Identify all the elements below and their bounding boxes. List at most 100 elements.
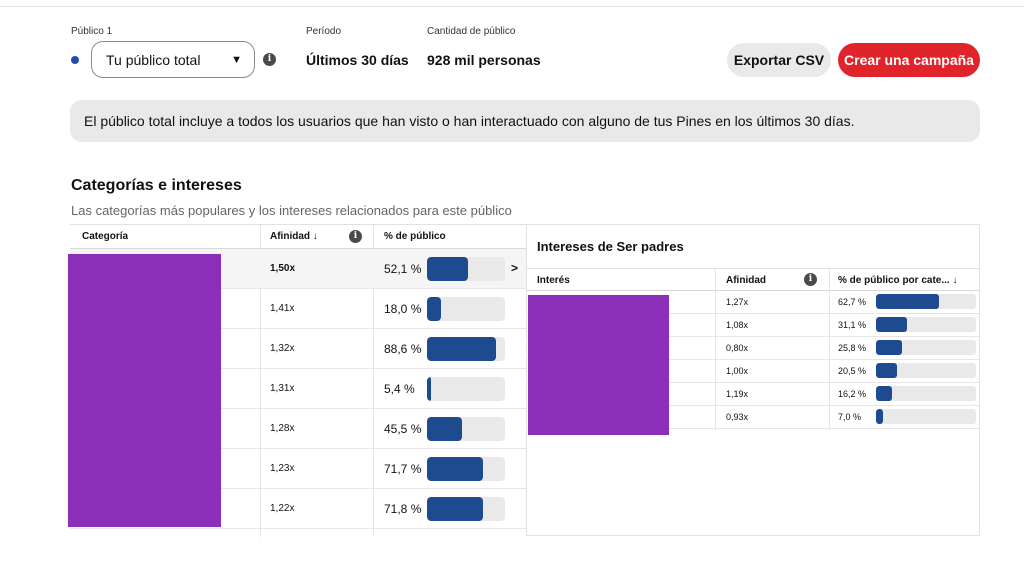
- interest-row[interactable]: 1,08x 31,1 %: [527, 314, 979, 337]
- percent-bar: [427, 257, 505, 281]
- percent-bar-fill: [427, 377, 431, 401]
- affinity-value: 1,08x: [726, 320, 749, 330]
- interests-panel: Intereses de Ser padres Interés Afinidad…: [526, 224, 980, 536]
- info-icon[interactable]: i: [349, 230, 362, 243]
- percent-bar: [876, 409, 976, 424]
- create-campaign-button[interactable]: Crear una campaña: [838, 43, 980, 77]
- categories-table-header: Categoría Afinidad ↓ i % de público: [70, 225, 526, 249]
- audience-color-dot: [71, 56, 79, 64]
- category-row[interactable]: 1,28x 45,5 %: [70, 409, 526, 449]
- affinity-column-header[interactable]: Afinidad: [726, 275, 766, 286]
- percent-bar-fill: [427, 457, 483, 481]
- affinity-value: 1,27x: [726, 297, 749, 307]
- audience-size-label: Cantidad de público: [427, 26, 516, 37]
- percent-bar-fill: [876, 409, 883, 424]
- chevron-right-icon[interactable]: >: [511, 261, 519, 275]
- affinity-value: 1,19x: [726, 389, 749, 399]
- percent-value: 71,8 %: [384, 501, 422, 516]
- category-row[interactable]: 1,23x 71,7 %: [70, 449, 526, 489]
- affinity-value: 1,23x: [270, 463, 295, 474]
- percent-bar-fill: [427, 337, 496, 361]
- info-icon[interactable]: i: [263, 53, 276, 66]
- percent-value: 31,1 %: [838, 319, 867, 330]
- percent-bar: [427, 457, 505, 481]
- column-divider: [829, 268, 830, 430]
- percent-value: 25,8 %: [838, 342, 867, 353]
- affinity-value: 1,32x: [270, 343, 295, 354]
- percent-value: 45,5 %: [384, 421, 422, 436]
- affinity-value: 1,22x: [270, 503, 295, 514]
- percent-value: 16,2 %: [838, 388, 867, 399]
- interest-row[interactable]: 1,27x 62,7 %: [527, 291, 979, 314]
- audience-select[interactable]: Tu público total ▼: [91, 41, 255, 78]
- section-title: Categorías e intereses: [71, 177, 242, 194]
- percent-value: 5,4 %: [384, 381, 415, 396]
- interest-row[interactable]: 1,19x 16,2 %: [527, 383, 979, 406]
- percent-bar: [427, 377, 505, 401]
- audience-label: Público 1: [71, 26, 113, 37]
- period-label: Período: [306, 26, 342, 37]
- affinity-column-header[interactable]: Afinidad ↓: [270, 231, 318, 242]
- redacted-interest-names: [528, 295, 669, 435]
- percent-value: 52,1 %: [384, 261, 422, 276]
- percent-bar: [876, 294, 976, 309]
- affinity-value: 1,31x: [270, 383, 295, 394]
- percent-bar: [876, 340, 976, 355]
- percent-value: 71,7 %: [384, 461, 422, 476]
- percent-bar-fill: [876, 386, 892, 401]
- top-divider: [0, 0, 1024, 7]
- percent-by-category-column-header[interactable]: % de público por cate... ↓: [838, 275, 958, 286]
- percent-bar-fill: [876, 317, 907, 332]
- percent-bar-fill: [427, 297, 441, 321]
- percent-bar: [427, 297, 505, 321]
- category-row[interactable]: [70, 529, 526, 537]
- affinity-value: 1,41x: [270, 303, 295, 314]
- percent-bar: [427, 497, 505, 521]
- percent-column-header[interactable]: % de público: [384, 231, 446, 242]
- percent-value: 62,7 %: [838, 296, 867, 307]
- info-icon[interactable]: i: [804, 273, 817, 286]
- category-row[interactable]: 1,41x 18,0 %: [70, 289, 526, 329]
- category-row[interactable]: 1,22x 71,8 %: [70, 489, 526, 529]
- export-csv-button[interactable]: Exportar CSV: [727, 43, 831, 77]
- chevron-down-icon: ▼: [231, 53, 242, 66]
- percent-value: 7,0 %: [838, 411, 862, 422]
- column-divider: [715, 268, 716, 430]
- percent-value: 88,6 %: [384, 341, 422, 356]
- affinity-value: 0,93x: [726, 412, 749, 422]
- interest-column-header[interactable]: Interés: [537, 275, 570, 286]
- percent-bar-fill: [876, 340, 902, 355]
- interests-panel-title: Intereses de Ser padres: [537, 239, 684, 254]
- percent-value: 18,0 %: [384, 301, 422, 316]
- column-divider: [373, 225, 374, 537]
- section-subtitle: Las categorías más populares y los inter…: [71, 203, 512, 218]
- interests-table-header: Interés Afinidad i % de público por cate…: [527, 268, 979, 291]
- percent-bar: [427, 417, 505, 441]
- percent-bar-fill: [427, 497, 483, 521]
- percent-bar-fill: [427, 417, 462, 441]
- percent-bar: [876, 363, 976, 378]
- percent-bar: [876, 386, 976, 401]
- percent-bar: [876, 317, 976, 332]
- affinity-value: 1,50x: [270, 263, 296, 274]
- affinity-value: 1,28x: [270, 423, 295, 434]
- affinity-value: 1,00x: [726, 366, 749, 376]
- percent-value: 20,5 %: [838, 365, 867, 376]
- audience-select-value: Tu público total: [106, 51, 201, 68]
- audience-size-value: 928 mil personas: [427, 52, 541, 68]
- redacted-category-names: [68, 254, 221, 527]
- percent-bar-fill: [427, 257, 468, 281]
- period-value: Últimos 30 días: [306, 52, 409, 68]
- interest-row[interactable]: 1,00x 20,5 %: [527, 360, 979, 383]
- info-banner: El público total incluye a todos los usu…: [70, 100, 980, 142]
- affinity-value: 0,80x: [726, 343, 749, 353]
- column-divider: [260, 225, 261, 537]
- category-row[interactable]: 1,31x 5,4 %: [70, 369, 526, 409]
- percent-bar-fill: [876, 294, 939, 309]
- percent-bar-fill: [876, 363, 897, 378]
- interest-row[interactable]: 0,93x 7,0 %: [527, 406, 979, 429]
- category-column-header[interactable]: Categoría: [82, 231, 129, 242]
- category-row[interactable]: 1,32x 88,6 %: [70, 329, 526, 369]
- percent-bar: [427, 337, 505, 361]
- interest-row[interactable]: 0,80x 25,8 %: [527, 337, 979, 360]
